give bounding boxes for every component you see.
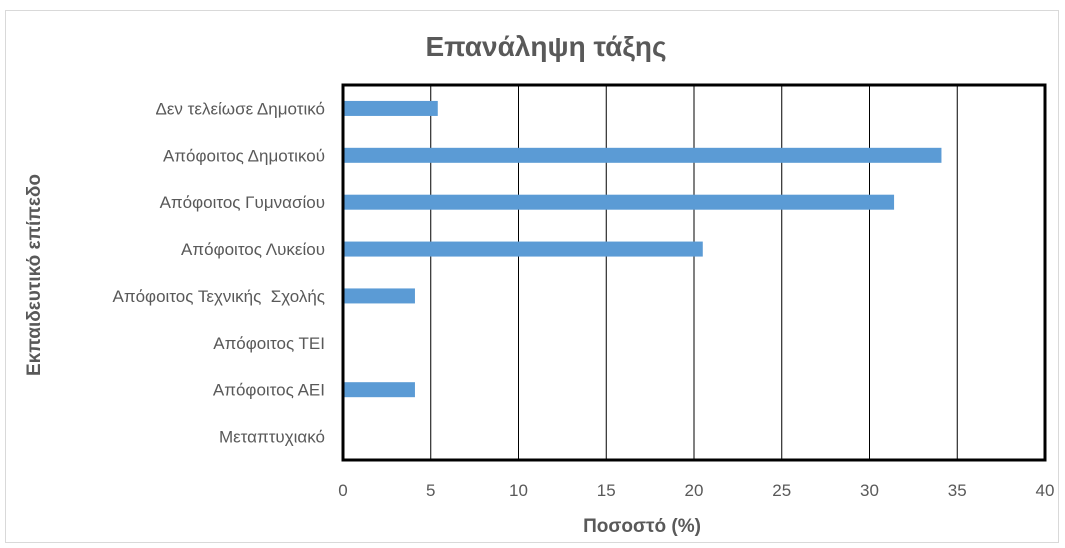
category-label: Δεν τελείωσε Δημοτικό	[156, 99, 326, 118]
y-axis-title: Εκπαιδευτικό επίπεδο	[24, 174, 45, 376]
category-label: Απόφοιτος Λυκείου	[181, 240, 325, 259]
plot-area-border	[341, 83, 1047, 462]
category-label: Απόφοιτος Δημοτικού	[163, 146, 325, 165]
bar	[343, 100, 438, 116]
category-labels: Δεν τελείωσε Δημοτικό Απόφοιτος Δημοτικού…	[113, 99, 325, 446]
x-tick-label: 30	[860, 481, 879, 500]
x-tick-label: 20	[685, 481, 704, 500]
gridlines	[342, 85, 1046, 460]
x-tick-labels: 0 5 10 15 20 25 30 35 40	[338, 481, 1054, 500]
x-tick-label: 35	[948, 481, 967, 500]
category-label: Απόφοιτος ΤΕΙ	[213, 334, 325, 353]
chart-title: Επανάληψη τάξης	[425, 31, 666, 62]
x-tick-label: 10	[509, 481, 528, 500]
category-label: Απόφοιτος Τεχνικής Σχολής	[113, 287, 325, 306]
bar	[343, 194, 895, 210]
category-label: Μεταπτυχιακό	[219, 428, 325, 447]
chart-frame	[5, 10, 1059, 543]
x-tick-label: 25	[772, 481, 791, 500]
category-label: Απόφοιτος Γυμνασίου	[160, 193, 325, 212]
bar	[343, 241, 703, 257]
x-axis-title: Ποσοστό (%)	[583, 516, 701, 537]
bar	[343, 288, 415, 304]
x-tick-label: 40	[1036, 481, 1055, 500]
x-tick-label: 5	[426, 481, 435, 500]
bar	[343, 147, 942, 163]
bars	[343, 100, 942, 398]
bar	[343, 382, 415, 398]
x-tick-label: 15	[597, 481, 616, 500]
x-tick-label: 0	[338, 481, 347, 500]
category-label: Απόφοιτος ΑΕΙ	[213, 381, 325, 400]
